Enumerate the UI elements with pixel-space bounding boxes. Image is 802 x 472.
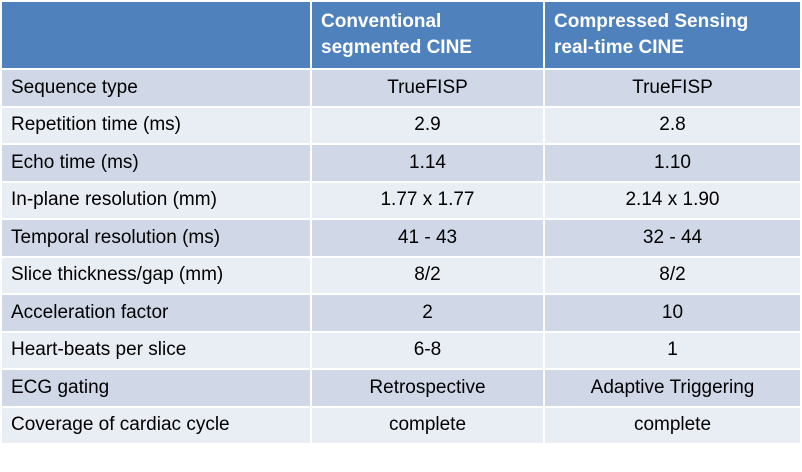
row-label: Sequence type: [0, 68, 312, 108]
table-row: Sequence type TrueFISP TrueFISP: [0, 68, 802, 108]
row-label: In-plane resolution (mm): [0, 180, 312, 220]
cell-value: 2.9: [310, 105, 545, 145]
cell-value: Adaptive Triggering: [543, 368, 802, 408]
cell-value: complete: [543, 405, 802, 445]
data-table: Conventional segmented CINE Compressed S…: [0, 0, 802, 445]
cell-value: 41 - 43: [310, 218, 545, 258]
header-cell: Conventional segmented CINE: [310, 0, 545, 70]
table-row: Acceleration factor 2 10: [0, 293, 802, 333]
cell-value: 8/2: [310, 255, 545, 295]
row-label: Coverage of cardiac cycle: [0, 405, 312, 445]
header-row: Conventional segmented CINE Compressed S…: [0, 0, 802, 70]
header-corner: [0, 0, 312, 70]
cell-value: 2.14 x 1.90: [543, 180, 802, 220]
table-body: Sequence type TrueFISP TrueFISP Repetition …: [0, 68, 802, 445]
cell-value: 1.77 x 1.77: [310, 180, 545, 220]
table-row: Coverage of cardiac cycle complete complet…: [0, 405, 802, 445]
table-row: Echo time (ms) 1.14 1.10: [0, 143, 802, 183]
cell-value: 2: [310, 293, 545, 333]
table-row: ECG gating Retrospective Adaptive Triggeri…: [0, 368, 802, 408]
cell-value: 2.8: [543, 105, 802, 145]
row-label: Acceleration factor: [0, 293, 312, 333]
cell-value: 32 - 44: [543, 218, 802, 258]
row-label: Temporal resolution (ms): [0, 218, 312, 258]
row-label: ECG gating: [0, 368, 312, 408]
row-label: Echo time (ms): [0, 143, 312, 183]
cell-value: 1: [543, 330, 802, 370]
cell-value: complete: [310, 405, 545, 445]
cell-value: 8/2: [543, 255, 802, 295]
cell-value: 10: [543, 293, 802, 333]
cell-value: Retrospective: [310, 368, 545, 408]
cell-value: 6-8: [310, 330, 545, 370]
cell-value: TrueFISP: [310, 68, 545, 108]
header-cell: Compressed Sensing real-time CINE: [543, 0, 802, 70]
table-row: Slice thickness/gap (mm) 8/2 8/2: [0, 255, 802, 295]
table-row: Heart-beats per slice 6-8 1: [0, 330, 802, 370]
table-row: In-plane resolution (mm) 1.77 x 1.77 2.14 …: [0, 180, 802, 220]
cell-value: 1.10: [543, 143, 802, 183]
row-label: Repetition time (ms): [0, 105, 312, 145]
table-row: Temporal resolution (ms) 41 - 43 32 - 44: [0, 218, 802, 258]
cell-value: TrueFISP: [543, 68, 802, 108]
table-row: Repetition time (ms) 2.9 2.8: [0, 105, 802, 145]
cell-value: 1.14: [310, 143, 545, 183]
row-label: Slice thickness/gap (mm): [0, 255, 312, 295]
row-label: Heart-beats per slice: [0, 330, 312, 370]
